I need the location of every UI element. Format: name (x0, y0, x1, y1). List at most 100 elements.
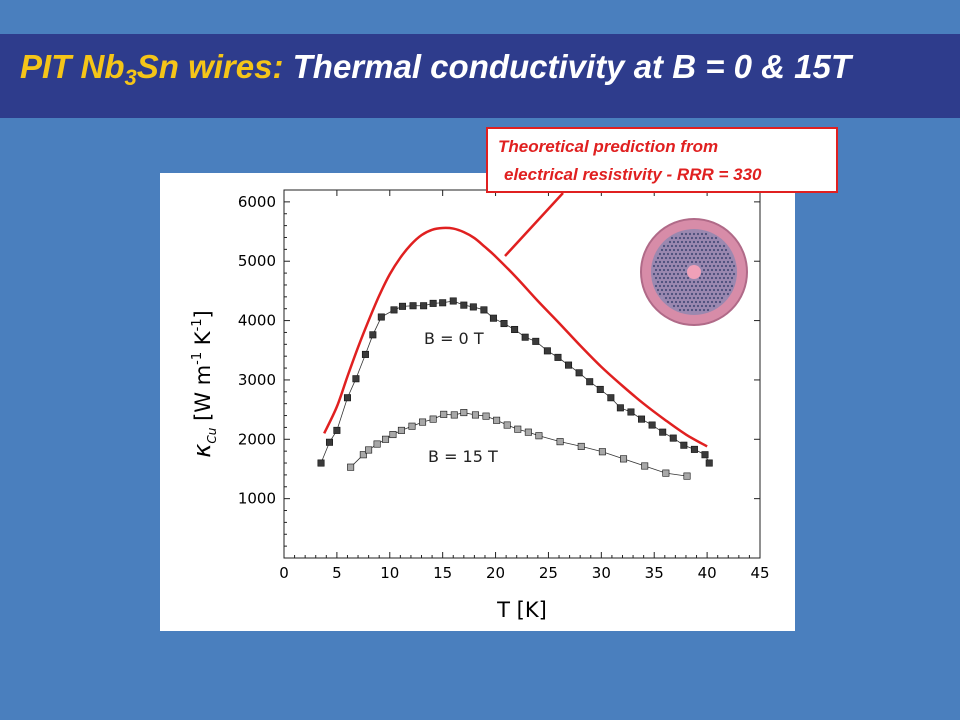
wire-filament-dot (686, 236, 690, 240)
wire-filament-dot (676, 248, 680, 252)
data-point (419, 418, 427, 426)
wire-filament-dot (668, 296, 672, 300)
wire-filament-dot (670, 236, 674, 240)
wire-filament-dot (674, 252, 678, 256)
wire-filament-dot (690, 308, 694, 312)
wire-filament-dot (706, 276, 710, 280)
wire-filament-dot (726, 252, 730, 256)
wire-filament-dot (694, 244, 698, 248)
wire-filament-dot (688, 288, 692, 292)
wire-filament-dot (684, 296, 688, 300)
wire-filament-dot (680, 280, 684, 284)
data-point (347, 463, 355, 471)
wire-filament-dot (722, 260, 726, 264)
wire-filament-dot (720, 272, 724, 276)
wire-filament-dot (724, 264, 728, 268)
wire-filament-dot (726, 276, 730, 280)
wire-filament-dot (692, 256, 696, 260)
wire-filament-dot (678, 244, 682, 248)
wire-filament-dot (690, 244, 694, 248)
data-point (662, 469, 670, 477)
wire-filament-dot (676, 288, 680, 292)
data-point (627, 408, 635, 416)
title-prefix: PIT Nb3Sn wires: (20, 48, 283, 90)
wire-filament-dot (692, 240, 696, 244)
wire-filament-dot (704, 304, 708, 308)
wire-filament-dot (718, 244, 722, 248)
wire-filament-dot (704, 272, 708, 276)
wire-filament-dot (680, 264, 684, 268)
data-point (352, 375, 360, 383)
wire-filament-dot (660, 256, 664, 260)
wire-filament-dot (718, 276, 722, 280)
slide-title: PIT Nb3Sn wires: Thermal conductivity at… (20, 48, 851, 91)
y-axis-label: κCu [W m-1 K-1] (188, 310, 219, 458)
data-point (471, 411, 479, 419)
wire-filament-dot (674, 292, 678, 296)
wire-filament-dot (662, 244, 666, 248)
data-point (359, 451, 367, 459)
wire-filament-dot (694, 252, 698, 256)
wire-filament-dot (688, 256, 692, 260)
wire-filament-dot (688, 304, 692, 308)
wire-filament-dot (666, 284, 670, 288)
wire-filament-dot (692, 280, 696, 284)
wire-filament-dot (682, 292, 686, 296)
wire-filament-dot (700, 272, 704, 276)
wire-filament-dot (718, 268, 722, 272)
wire-filament-dot (660, 280, 664, 284)
wire-filament-dot (730, 284, 734, 288)
wire-filament-dot (724, 288, 728, 292)
wire-filament-dot (712, 264, 716, 268)
wire-filament-dot (704, 264, 708, 268)
wire-filament-dot (670, 252, 674, 256)
wire-filament-dot (700, 288, 704, 292)
wire-filament-dot (708, 264, 712, 268)
wire-filament-dot (698, 300, 702, 304)
data-point (460, 301, 468, 309)
theory-curve (323, 226, 708, 448)
wire-filament-dot (720, 256, 724, 260)
wire-filament-dot (726, 292, 730, 296)
wire-filament-dot (728, 256, 732, 260)
data-point (365, 446, 373, 454)
wire-filament-dot (716, 256, 720, 260)
wire-filament-dot (724, 256, 728, 260)
wire-filament-dot (702, 276, 706, 280)
wire-filament-dot (726, 268, 730, 272)
data-point (521, 333, 529, 341)
wire-filament-dot (708, 288, 712, 292)
callout-pointer (504, 192, 564, 257)
wire-filament-dot (710, 244, 714, 248)
wire-filament-dot (676, 240, 680, 244)
wire-filament-dot (674, 284, 678, 288)
wire-filament-dot (708, 304, 712, 308)
data-point (493, 416, 501, 424)
wire-filament-dot (702, 252, 706, 256)
data-point (575, 369, 583, 377)
theory-callout: Theoretical prediction from electrical r… (486, 127, 838, 193)
wire-filament-dot (696, 248, 700, 252)
wire-filament-dot (712, 256, 716, 260)
x-tick-label: 5 (332, 564, 342, 582)
wire-filament-dot (692, 304, 696, 308)
wire-filament-dot (696, 232, 700, 236)
wire-filament-dot (668, 280, 672, 284)
wire-filament-dot (688, 240, 692, 244)
wire-filament-dot (668, 256, 672, 260)
wire-filament-dot (728, 272, 732, 276)
wire-filament-dot (716, 272, 720, 276)
y-label-mid: K (191, 330, 215, 352)
x-tick-label: 25 (539, 564, 558, 582)
wire-filament-dot (690, 236, 694, 240)
wire-filament-dot (700, 280, 704, 284)
wire-filament-dot (678, 252, 682, 256)
wire-filament-dot (706, 244, 710, 248)
wire-filament-dot (704, 256, 708, 260)
wire-filament-dot (668, 240, 672, 244)
data-point (480, 306, 488, 314)
wire-filament-dot (720, 296, 724, 300)
wire-filament-dot (654, 276, 658, 280)
wire-filament-dot (686, 276, 690, 280)
wire-filament-dot (710, 276, 714, 280)
